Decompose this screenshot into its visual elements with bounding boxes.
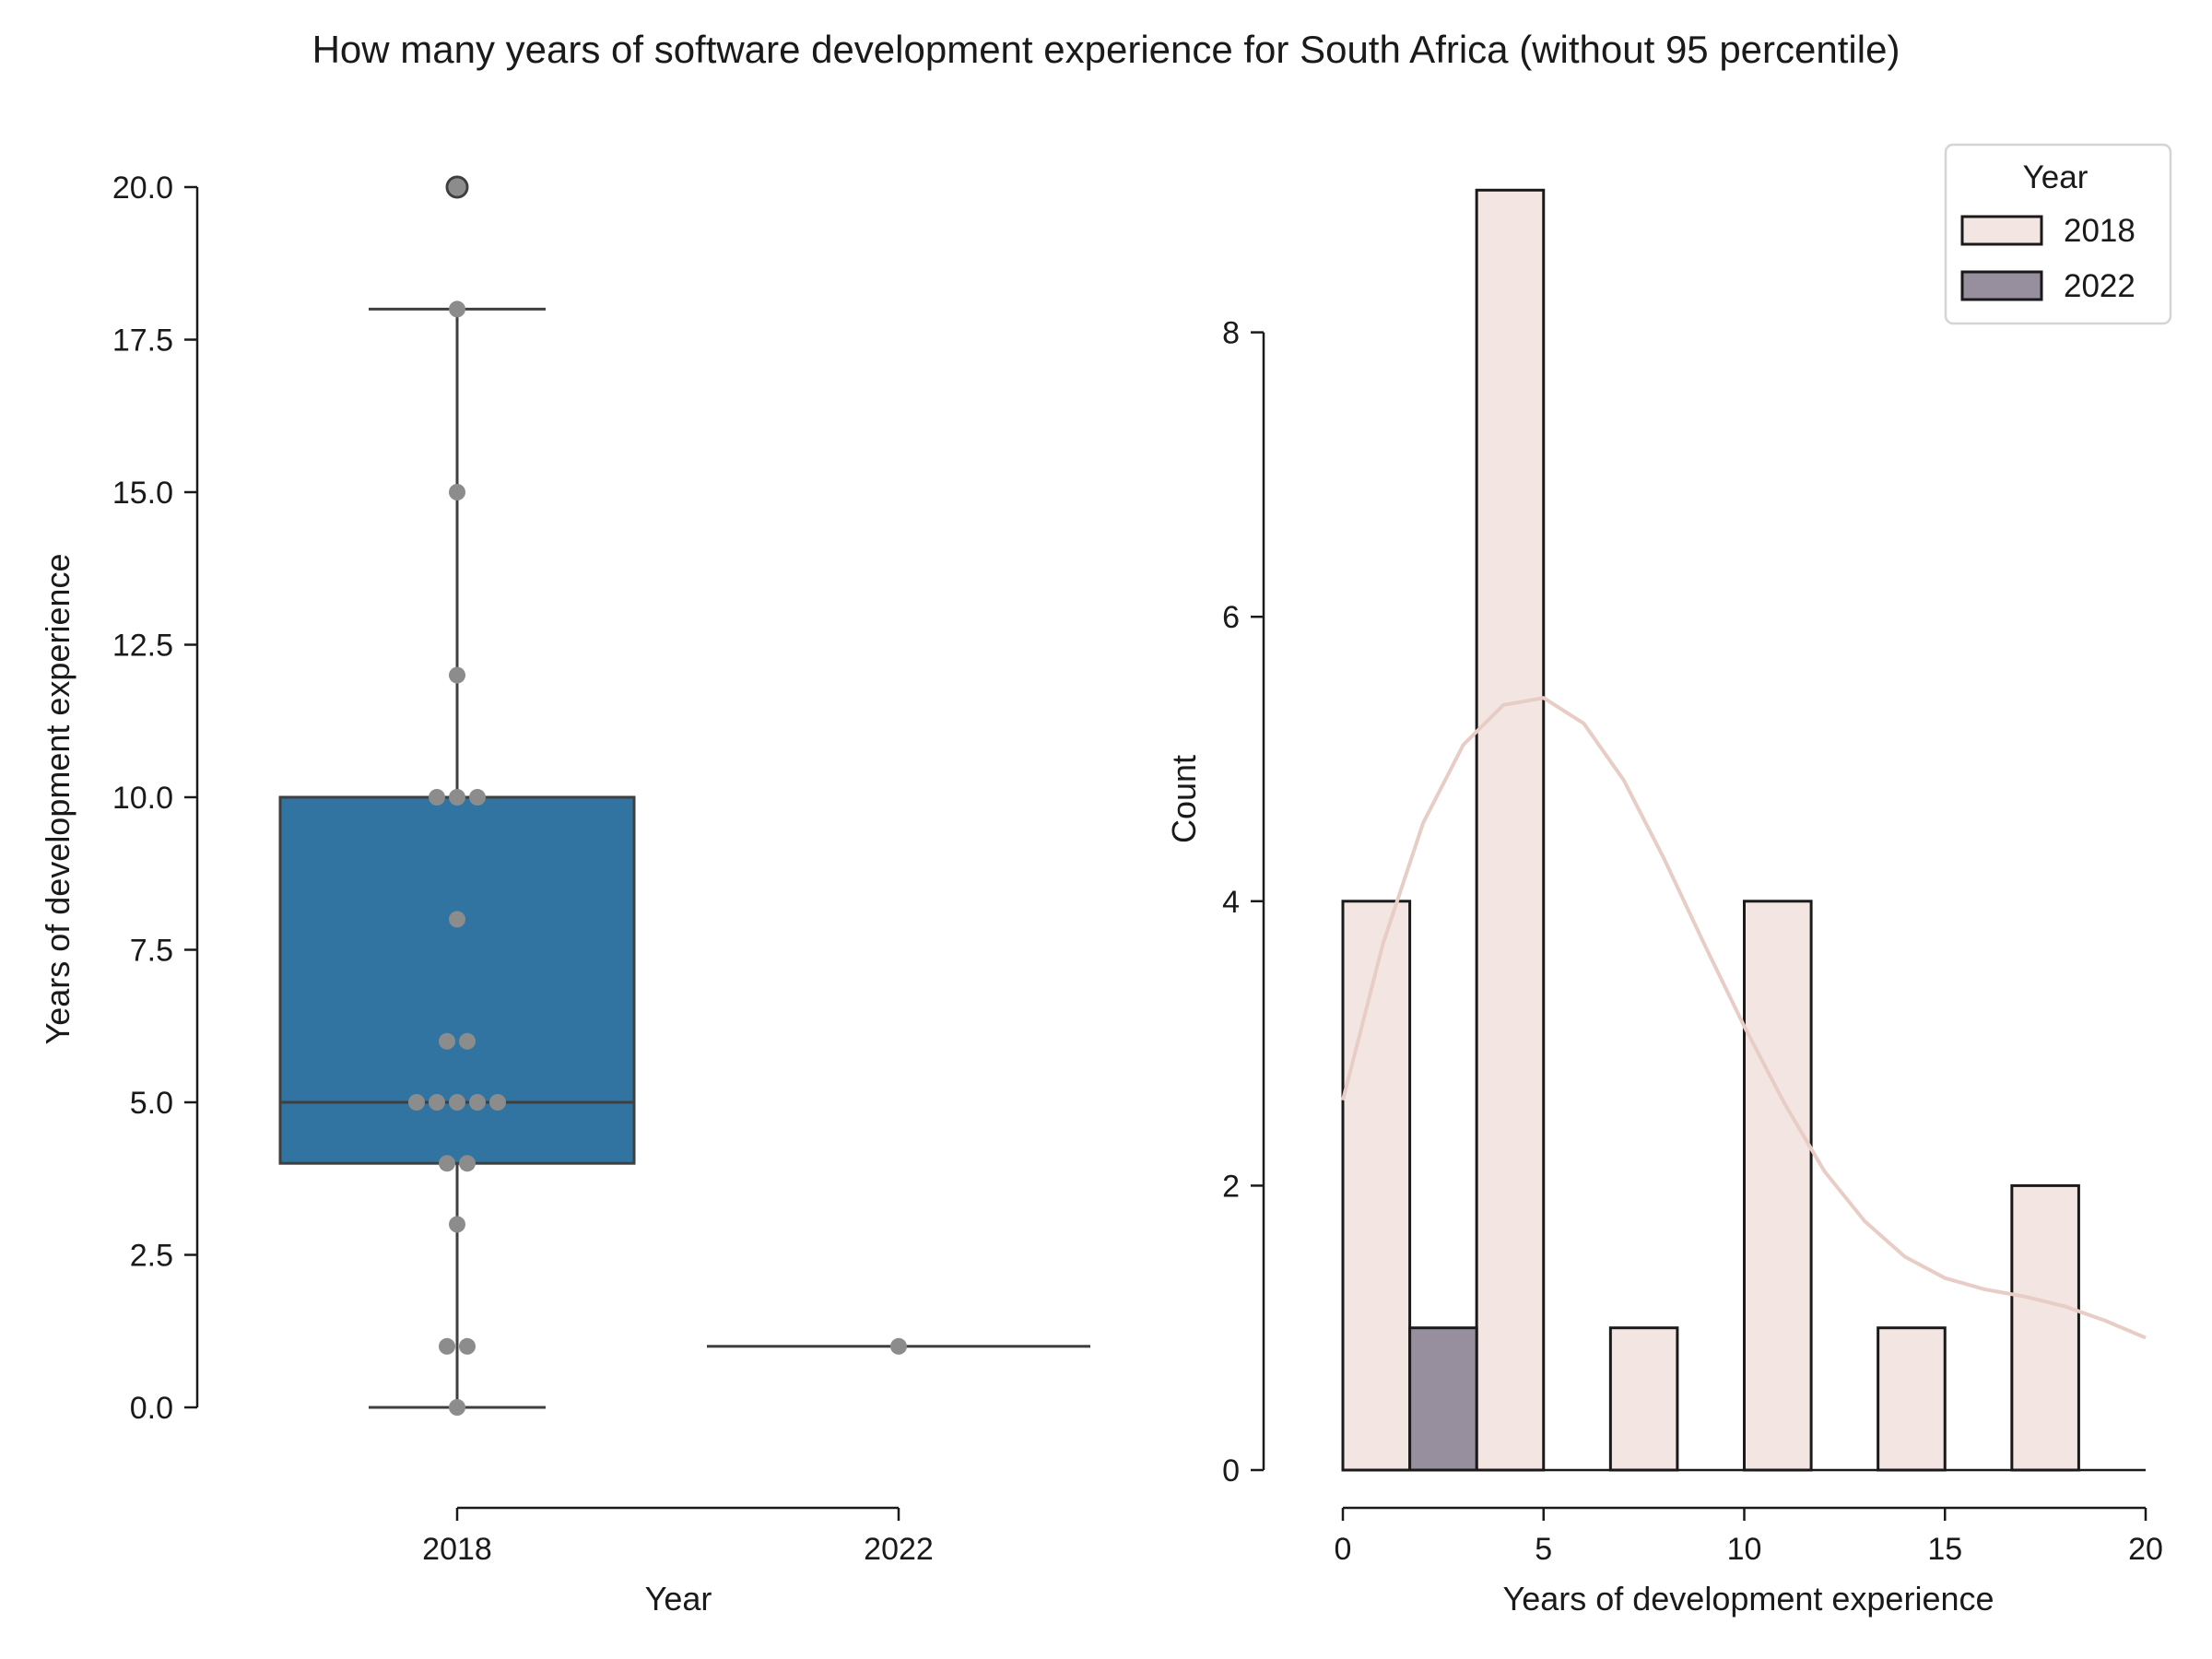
boxplot-y-tick-label: 17.5 (112, 324, 173, 359)
swarm-point (449, 1216, 465, 1233)
histogram-y-tick-label: 2 (1222, 1169, 1240, 1204)
boxplot-swarm-points (408, 179, 907, 1416)
boxplot-panel: 0.0 2.5 5.0 7.5 10.0 12.5 15.0 17.5 20.0 2018 202… (39, 171, 1090, 1618)
histogram-x-ticks: 0 5 10 15 20 (1335, 1508, 2163, 1567)
boxplot-y-tick-label: 5.0 (130, 1086, 173, 1121)
swarm-point (449, 1399, 465, 1416)
histogram-x-tick-label: 5 (1535, 1532, 1552, 1567)
boxplot-y-tick-label: 2.5 (130, 1239, 173, 1274)
swarm-point (439, 1337, 455, 1355)
boxplot-boxes (278, 175, 1090, 1409)
histogram-bar-2018 (1743, 900, 1813, 1472)
swarm-point (449, 666, 465, 684)
histogram-bar-2018 (1341, 900, 1412, 1472)
legend-swatch-2022 (1960, 270, 2043, 301)
boxplot-y-ticks: 0.0 2.5 5.0 7.5 10.0 12.5 15.0 17.5 20.0 (112, 171, 197, 1426)
swarm-point (429, 789, 445, 806)
swarm-point (449, 484, 465, 500)
legend-label-2022: 2022 (2064, 268, 2136, 304)
swarm-point (429, 1094, 445, 1111)
histogram-y-tick-label: 6 (1222, 600, 1240, 635)
boxplot-x-ticks: 2018 2022 (422, 1508, 934, 1567)
histogram-x-axis-label: Years of development experience (1502, 1580, 1994, 1618)
swarm-point (408, 1094, 425, 1111)
swarm-point (459, 1337, 476, 1355)
swarm-point (439, 1032, 455, 1050)
swarm-point (439, 1155, 455, 1172)
swarm-point (459, 1155, 476, 1172)
histogram-x-tick-label: 15 (1927, 1532, 1962, 1567)
histogram-bar-2018 (1475, 188, 1546, 1472)
legend-entry-2022: 2022 (1960, 268, 2136, 304)
kde-line-2018 (1341, 696, 2147, 1340)
histogram-y-tick-label: 0 (1222, 1453, 1240, 1488)
boxplot-x-axis-label: Year (645, 1580, 712, 1618)
histogram-x-tick-label: 20 (2128, 1532, 2163, 1567)
histogram-panel: 0 2 4 6 8 0 5 10 15 20 Years of development expe… (1165, 143, 2172, 1618)
boxplot-x-tick-label: 2022 (864, 1532, 934, 1567)
boxplot-y-tick-label: 7.5 (130, 934, 173, 969)
boxplot-y-tick-label: 20.0 (112, 171, 173, 206)
boxplot-y-tick-label: 12.5 (112, 629, 173, 664)
histogram-bar-2022 (1408, 1326, 1478, 1472)
swarm-point (890, 1337, 907, 1355)
legend-entries: 2018 2022 (1960, 213, 2136, 304)
swarm-point (449, 300, 465, 318)
boxplot-y-tick-label: 15.0 (112, 476, 173, 511)
legend-entry-2018: 2018 (1960, 213, 2136, 249)
histogram-bar-2018 (1877, 1326, 1947, 1472)
boxplot-y-axis-label: Years of development experience (39, 553, 76, 1044)
swarm-point (449, 1094, 465, 1111)
swarm-point (469, 1094, 486, 1111)
boxplot-y-tick-label: 10.0 (112, 781, 173, 816)
figure-title: How many years of software development e… (312, 28, 1900, 71)
swarm-point (449, 179, 465, 195)
histogram-bar-2018 (1608, 1326, 1679, 1472)
boxplot-x-tick-label: 2018 (422, 1532, 492, 1567)
legend-label-2018: 2018 (2064, 213, 2136, 249)
swarm-point (449, 911, 465, 928)
histogram-y-tick-label: 4 (1222, 885, 1240, 920)
legend-swatch-2018 (1960, 215, 2043, 246)
boxplot-y-tick-label: 0.0 (130, 1391, 173, 1426)
legend: Year 2018 2022 (1944, 143, 2172, 325)
histogram-x-tick-label: 10 (1727, 1532, 1762, 1567)
swarm-point (469, 789, 486, 806)
swarm-point (449, 789, 465, 806)
histogram-bar-2018 (2010, 1183, 2080, 1472)
histogram-y-axis-label: Count (1165, 755, 1203, 843)
histogram-x-tick-label: 0 (1335, 1532, 1352, 1567)
swarm-point (489, 1094, 506, 1111)
swarm-point (459, 1032, 476, 1050)
histogram-y-tick-label: 8 (1222, 316, 1240, 351)
legend-title: Year (2023, 159, 2088, 195)
histogram-y-ticks: 0 2 4 6 8 (1222, 316, 1264, 1488)
histogram-bars (1341, 188, 2080, 1472)
